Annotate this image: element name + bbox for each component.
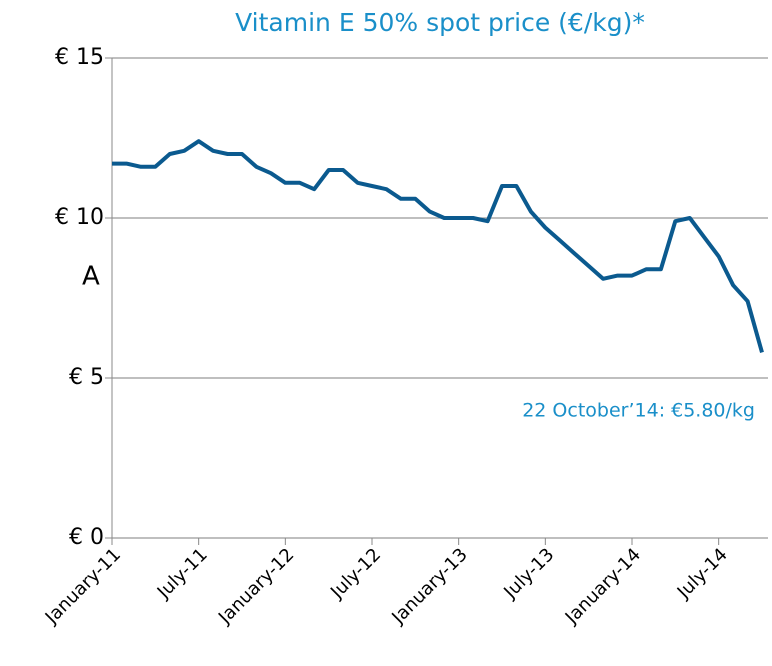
y-tick-label: € 5 bbox=[69, 365, 104, 390]
x-tick-label: July-14 bbox=[673, 544, 732, 603]
cropped-text: A bbox=[82, 262, 100, 292]
price-line bbox=[112, 139, 764, 353]
x-tick-label: July-12 bbox=[326, 544, 385, 603]
x-tick-label: January-11 bbox=[41, 544, 125, 628]
x-tick-label: January-14 bbox=[561, 544, 645, 628]
x-tick-label: July-13 bbox=[499, 544, 558, 603]
y-tick-label: € 10 bbox=[55, 205, 104, 230]
annotation: 22 October’14: €5.80/kg bbox=[522, 400, 755, 422]
y-tick-label: € 15 bbox=[55, 45, 104, 70]
x-tick-label: January-13 bbox=[387, 544, 471, 628]
y-tick-label: € 0 bbox=[69, 525, 104, 550]
chart-title: Vitamin E 50% spot price (€/kg)* bbox=[235, 8, 645, 37]
x-tick-label: July-11 bbox=[153, 544, 212, 603]
x-tick-label: January-12 bbox=[214, 544, 298, 628]
